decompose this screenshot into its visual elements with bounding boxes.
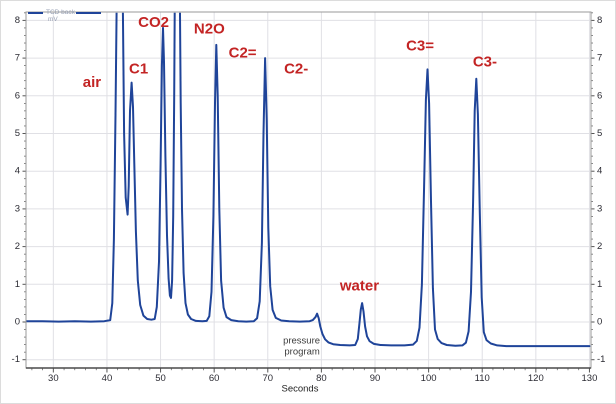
- y-tick-label-right: 1: [597, 279, 602, 290]
- x-tick-label: 40: [102, 373, 113, 384]
- legend-units-label: mV: [48, 16, 58, 23]
- x-tick-label: 70: [262, 373, 273, 384]
- x-tick-label: 100: [421, 373, 437, 384]
- y-tick-label-right: 6: [597, 90, 602, 101]
- y-tick-label-right: 2: [597, 241, 602, 252]
- annotation-pressure-program: pressure: [283, 335, 320, 346]
- y-tick-label-right: 8: [597, 15, 602, 26]
- peak-label-N2O: N2O: [194, 21, 225, 38]
- peak-label-C2: C2-: [284, 61, 308, 78]
- x-tick-label: 60: [209, 373, 220, 384]
- y-tick-label-right: 0: [597, 317, 602, 328]
- peak-label-C3: C3=: [406, 38, 434, 55]
- peak-label-CO2: CO2: [138, 14, 169, 31]
- legend-series-label: TCD back: [46, 9, 76, 16]
- y-tick-label-left: 4: [15, 166, 20, 177]
- x-axis-title: Seconds: [282, 384, 319, 395]
- y-tick-label-right: -1: [597, 354, 605, 365]
- y-tick-label-right: 5: [597, 128, 602, 139]
- y-tick-label-left: 6: [15, 90, 20, 101]
- annotation-pressure-program: program: [284, 347, 319, 358]
- y-tick-label-right: 4: [597, 166, 602, 177]
- y-tick-label-right: 3: [597, 203, 602, 214]
- peak-label-water: water: [339, 278, 379, 295]
- y-tick-label-left: 5: [15, 128, 20, 139]
- y-tick-label-left: 7: [15, 53, 20, 64]
- y-tick-label-left: 3: [15, 203, 20, 214]
- y-tick-label-left: 1: [15, 279, 20, 290]
- x-tick-label: 130: [582, 373, 598, 384]
- peak-label-air: air: [83, 74, 102, 91]
- x-tick-label: 120: [528, 373, 544, 384]
- x-tick-label: 50: [155, 373, 166, 384]
- y-tick-label-right: 7: [597, 53, 602, 64]
- chromatogram-trace: [26, 12, 591, 348]
- y-tick-label-left: 8: [15, 15, 20, 26]
- x-tick-label: 30: [48, 373, 59, 384]
- y-tick-label-left: 2: [15, 241, 20, 252]
- x-tick-label: 80: [316, 373, 327, 384]
- peak-label-C1: C1: [129, 61, 148, 78]
- x-tick-label: 110: [475, 373, 490, 384]
- y-tick-label-left: 0: [15, 317, 20, 328]
- x-tick-label: 90: [370, 373, 381, 384]
- peak-label-C2: C2=: [229, 45, 257, 62]
- y-tick-label-left: -1: [12, 354, 20, 365]
- peak-label-C3: C3-: [473, 53, 497, 70]
